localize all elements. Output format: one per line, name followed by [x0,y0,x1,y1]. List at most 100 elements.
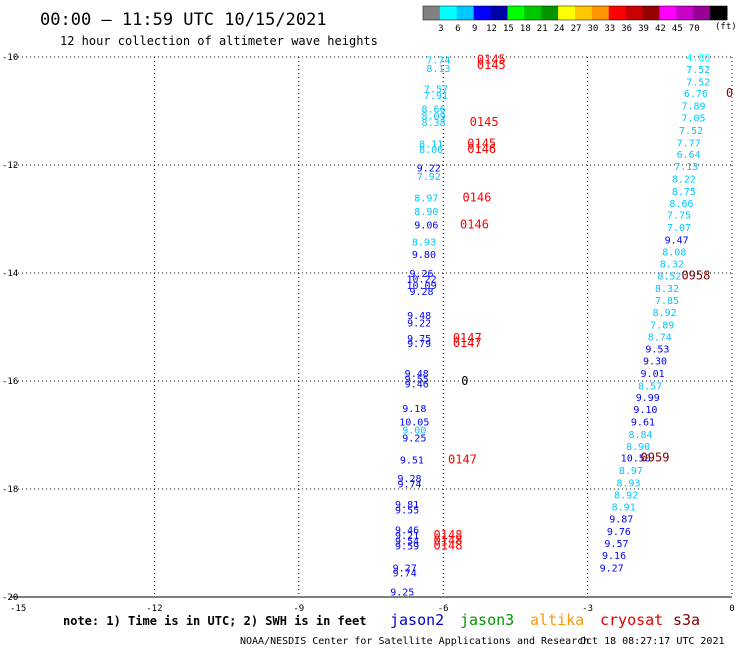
x-tick-label: -3 [582,604,593,614]
legend-jason2: jason2 [390,611,444,629]
wave-height-point: 9.79 [407,339,431,350]
y-tick-label: -12 [2,161,18,171]
wave-height-point: 8.97 [414,193,438,204]
wave-height-point: 8.52 [657,272,681,283]
colorbar-swatch [456,6,475,20]
wave-height-point: 10.50 [621,454,651,465]
wave-height-point: 8.84 [628,430,652,441]
pass-time-label: 0148 [434,539,463,553]
wave-height-point: 8.93 [616,479,640,490]
x-tick-label: -12 [146,604,162,614]
wave-height-point: 9.47 [665,236,689,247]
wave-height-point: 9.46 [395,526,419,537]
pass-time-label: 0958 [681,269,710,283]
colorbar-swatch [575,6,593,20]
wave-height-point: 8.66 [669,199,693,210]
wave-height-point: 9.99 [636,393,660,404]
x-tick-label: -9 [293,604,304,614]
y-tick-label: -14 [2,269,18,279]
wave-height-point: 8.74 [648,333,672,344]
wave-height-point: 9.26 [409,269,433,280]
wave-height-point: 8.06 [419,145,443,156]
wave-height-point: 9.81 [395,500,419,511]
pass-time-label: 0147 [453,336,482,350]
wave-height-point: 8.22 [672,175,696,186]
wave-height-point: 8.92 [614,490,638,501]
colorbar-swatch [507,6,525,20]
y-tick-label: -16 [2,377,18,387]
colorbar-label: 30 [587,24,598,34]
wave-height-point: 7.77 [677,138,701,149]
colorbar-label: 33 [604,24,615,34]
wave-height-point: 9.55 [405,374,429,385]
wave-height-point: 8.92 [653,308,677,319]
footer-credit: NOAA/NESDIS Center for Satellite Applica… [240,636,589,647]
y-tick-label: -20 [2,593,18,603]
wave-height-point: 8.38 [422,118,446,129]
wave-height-point: 7.89 [650,320,674,331]
wave-height-point: 7.92 [417,172,441,183]
colorbar: 3 6 9 12 15 18 21 24 27 30 33 36 39 42 45 70 [422,5,728,34]
wave-height-point: 8.11 [419,139,443,150]
wave-height-point: 9.25 [402,434,426,445]
wave-height-point: 8.32 [660,259,684,270]
wave-height-point: 8.91 [612,502,636,513]
colorbar-label: 15 [503,24,514,34]
wave-height-point: 9.16 [602,551,626,562]
colorbar-swatch [439,6,458,20]
colorbar-swatch [625,6,644,20]
colorbar-swatch [676,6,694,20]
wave-height-point: 7.89 [681,102,705,113]
wave-height-point: 7.52 [679,126,703,137]
legend-cryosat: cryosat [600,611,663,629]
x-tick-label: -6 [438,604,449,614]
pass-time-label: 0145 [477,53,506,67]
wave-height-point: 8.57 [638,381,662,392]
wave-height-point: 9.57 [604,539,628,550]
wave-height-point: 9.28 [397,474,421,485]
y-tick-label: -10 [2,53,18,63]
colorbar-swatch [490,6,508,20]
wave-height-point: 9.76 [607,527,631,538]
wave-height-point: 9.61 [631,418,655,429]
colorbar-swatch [642,6,660,20]
pass-time-label: 0146 [467,142,496,156]
chart-title: 00:00 – 11:59 UTC 10/15/2021 [40,10,327,30]
wave-height-point: 9.48 [405,369,429,380]
colorbar-label: 36 [621,24,632,34]
wave-height-point: 7.05 [681,113,705,124]
wave-height-point: 9.22 [417,164,441,175]
colorbar-swatch [591,6,610,20]
wave-height-point: 7.52 [686,65,710,76]
wave-height-point: 7.57 [424,84,448,95]
wave-height-point: 9.10 [633,405,657,416]
wave-height-point: 9.22 [407,319,431,330]
colorbar-label: 21 [537,24,548,34]
wave-height-point: 9.46 [405,380,429,391]
wave-height-point: 7.74 [426,56,450,67]
wave-height-point: 9.75 [407,334,431,345]
wave-height-point: 8.90 [626,442,650,453]
pass-time-label: 0959 [641,451,670,465]
colorbar-swatch [423,6,441,20]
colorbar-label: 70 [689,24,700,34]
footer-note: note: 1) Time is in UTC; 2) SWH is in fe… [63,614,366,628]
y-tick-label: -18 [2,485,18,495]
wave-height-point: 7.52 [686,77,710,88]
colorbar-swatch [693,6,711,20]
wave-height-point: 6.64 [677,150,701,161]
wave-height-point: 7.85 [655,296,679,307]
wave-height-point: 9.48 [407,311,431,322]
wave-height-point: 4.80 [686,53,710,64]
wave-height-point: 8.32 [655,284,679,295]
plot-area: -15 -12 -9 -6 -3 0 -10 -12 -14 -16 -18 -20 7.748.13 7… [2,53,735,614]
colorbar-label: 3 [438,24,443,34]
wave-height-point: 9.01 [641,369,665,380]
wave-height-point: 7.07 [667,223,691,234]
chart-subtitle: 12 hour collection of altimeter wave hei… [60,34,378,48]
pass-time-label: 0147 [448,452,477,466]
wave-height-point: 7.13 [674,162,698,173]
colorbar-swatch [473,6,492,20]
wave-height-point: 8.97 [619,466,643,477]
wave-height-point: 9.80 [412,250,436,261]
